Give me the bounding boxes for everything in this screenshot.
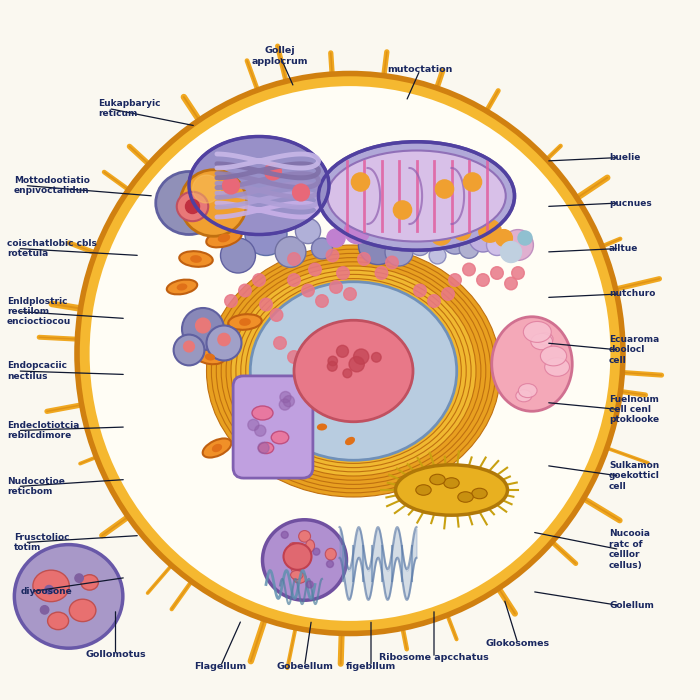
Text: nutchuro: nutchuro <box>609 290 655 298</box>
Ellipse shape <box>245 214 287 256</box>
Ellipse shape <box>328 150 505 242</box>
Ellipse shape <box>176 284 188 290</box>
Ellipse shape <box>195 350 225 364</box>
Circle shape <box>284 395 295 407</box>
Ellipse shape <box>206 245 500 497</box>
Ellipse shape <box>174 335 204 365</box>
Ellipse shape <box>216 253 491 489</box>
Ellipse shape <box>442 229 468 254</box>
Ellipse shape <box>77 74 623 634</box>
Circle shape <box>41 606 49 614</box>
Ellipse shape <box>289 542 299 551</box>
Circle shape <box>491 267 503 279</box>
Circle shape <box>428 295 440 307</box>
Ellipse shape <box>531 333 552 350</box>
Ellipse shape <box>206 229 242 247</box>
Circle shape <box>309 263 321 276</box>
Ellipse shape <box>90 86 610 621</box>
Ellipse shape <box>179 251 213 267</box>
Ellipse shape <box>211 249 496 493</box>
Circle shape <box>330 281 342 293</box>
Ellipse shape <box>182 308 224 350</box>
Ellipse shape <box>469 224 497 252</box>
Circle shape <box>280 391 291 402</box>
Circle shape <box>479 220 501 242</box>
Circle shape <box>375 267 388 279</box>
Ellipse shape <box>491 316 573 412</box>
Circle shape <box>393 201 412 219</box>
Text: buelie: buelie <box>609 153 640 162</box>
Circle shape <box>253 274 265 286</box>
Circle shape <box>218 333 230 346</box>
Circle shape <box>248 419 259 430</box>
Ellipse shape <box>307 420 337 434</box>
Text: Endopcaciic
nectilus: Endopcaciic nectilus <box>7 361 67 381</box>
Ellipse shape <box>155 172 223 234</box>
Ellipse shape <box>318 141 514 251</box>
Circle shape <box>302 284 314 297</box>
Circle shape <box>442 288 454 300</box>
Text: diyoosone: diyoosone <box>21 587 73 596</box>
Ellipse shape <box>275 237 306 267</box>
Ellipse shape <box>258 442 274 454</box>
Ellipse shape <box>176 192 209 221</box>
Ellipse shape <box>241 274 466 468</box>
Ellipse shape <box>306 540 314 552</box>
Circle shape <box>372 353 382 362</box>
Text: Ribosome apcchatus: Ribosome apcchatus <box>379 654 489 662</box>
Circle shape <box>505 277 517 290</box>
Ellipse shape <box>458 491 473 503</box>
Ellipse shape <box>81 575 98 590</box>
Circle shape <box>313 548 320 555</box>
Circle shape <box>386 256 398 269</box>
Text: Eukapbaryic
reticum: Eukapbaryic reticum <box>98 99 160 118</box>
Ellipse shape <box>366 410 376 416</box>
Circle shape <box>288 351 300 363</box>
Ellipse shape <box>252 406 273 420</box>
Ellipse shape <box>190 255 202 263</box>
Ellipse shape <box>206 326 242 360</box>
Ellipse shape <box>416 484 431 496</box>
Circle shape <box>372 358 384 370</box>
Text: alltue: alltue <box>609 244 638 253</box>
Ellipse shape <box>251 283 456 459</box>
Ellipse shape <box>48 612 69 630</box>
Ellipse shape <box>295 218 321 244</box>
Circle shape <box>518 231 532 245</box>
Ellipse shape <box>444 477 459 489</box>
Ellipse shape <box>472 489 487 498</box>
Ellipse shape <box>231 266 476 476</box>
Text: Endeclotiotcia
rebilcdimore: Endeclotiotcia rebilcdimore <box>7 421 79 440</box>
Ellipse shape <box>33 570 69 602</box>
Circle shape <box>75 574 83 582</box>
Ellipse shape <box>226 262 481 480</box>
Circle shape <box>435 180 454 198</box>
Circle shape <box>183 341 195 352</box>
Text: pucnues: pucnues <box>609 199 652 207</box>
Ellipse shape <box>220 238 256 273</box>
Ellipse shape <box>212 444 222 452</box>
Ellipse shape <box>545 358 570 377</box>
Text: Nucooia
ratc of
celllor
cellus): Nucooia ratc of celllor cellus) <box>609 529 650 570</box>
Circle shape <box>193 175 220 203</box>
Text: coischatlobic cbls
rotetula: coischatlobic cbls rotetula <box>7 239 97 258</box>
Ellipse shape <box>251 281 456 461</box>
Ellipse shape <box>312 238 332 259</box>
Ellipse shape <box>221 258 486 484</box>
Circle shape <box>414 284 426 297</box>
Ellipse shape <box>290 570 303 580</box>
Ellipse shape <box>189 136 329 234</box>
Circle shape <box>349 356 365 372</box>
Circle shape <box>463 263 475 276</box>
Text: Mottodootiatio
enpivoctalidun: Mottodootiatio enpivoctalidun <box>14 176 90 195</box>
Circle shape <box>265 163 281 180</box>
Text: Flagellum: Flagellum <box>195 662 246 671</box>
Ellipse shape <box>272 431 288 444</box>
Text: Gollomotus: Gollomotus <box>85 650 146 659</box>
Circle shape <box>453 222 471 240</box>
Text: Gobeellum: Gobeellum <box>276 662 333 671</box>
Circle shape <box>400 358 412 370</box>
Circle shape <box>326 561 333 568</box>
Ellipse shape <box>358 225 398 265</box>
